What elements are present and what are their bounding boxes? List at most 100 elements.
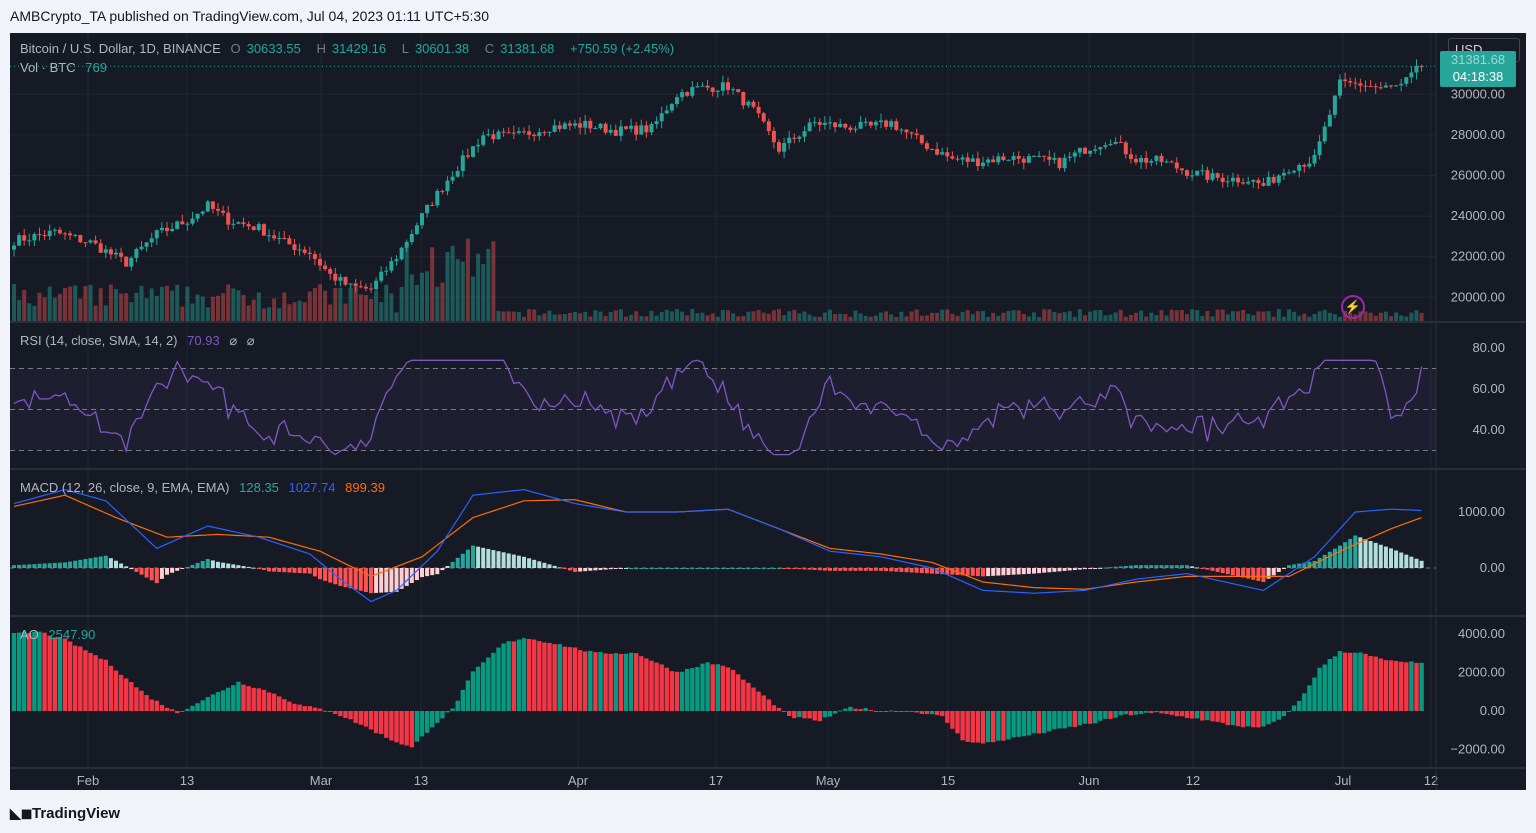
ao-bar [526, 638, 532, 711]
candle-body [27, 240, 32, 242]
macd-histogram-bar [27, 564, 32, 568]
chart-canvas[interactable]: Feb 13 Mar 13 Apr 17 May 15 Jun 12 Jul 12 30000.00 28… [10, 33, 1526, 790]
macd-histogram-bar [1210, 568, 1215, 571]
ao-bar [832, 711, 838, 714]
tradingview-logo-icon: ◣◼ [10, 805, 33, 821]
ao-bar [1047, 711, 1052, 732]
candle-body [435, 190, 440, 206]
symbol-label[interactable]: Bitcoin / U.S. Dollar, 1D, BINANCE [20, 41, 221, 56]
volume-bar [557, 314, 562, 321]
ao-bar [1368, 655, 1373, 711]
ao-label[interactable]: AO [20, 627, 39, 642]
macd-histogram-bar [1378, 544, 1383, 568]
macd-histogram-bar [1261, 568, 1266, 582]
candle-body [756, 106, 761, 114]
candle-body [1083, 147, 1087, 154]
macd-histogram-bar [1134, 565, 1138, 568]
candle-body [741, 91, 746, 106]
macd-histogram-bar [1083, 568, 1087, 570]
volume-value: 769 [85, 60, 107, 75]
candle-body [363, 286, 368, 289]
ao-bar [1113, 711, 1118, 718]
volume-bar [593, 310, 598, 321]
ao-bar [899, 711, 904, 713]
ohlc-close: C 31381.68 [484, 41, 555, 56]
volume-bar [12, 284, 16, 321]
macd-histogram-bar [838, 568, 843, 571]
candle-body [1343, 79, 1348, 82]
macd-histogram-bar [481, 547, 486, 568]
candle-body [88, 240, 93, 243]
macd-histogram-bar [149, 568, 154, 581]
macd-histogram-bar [1327, 551, 1332, 568]
volume-bar [1220, 309, 1225, 321]
macd-histogram-bar [1343, 542, 1348, 568]
macd-legend: MACD (12, 26, close, 9, EMA, EMA) 128.35… [20, 480, 391, 495]
volume-bar [690, 309, 695, 321]
candle-body [57, 229, 62, 234]
macd-histogram-bar [1047, 568, 1052, 573]
lightning-icon[interactable]: ⚡ [1341, 295, 1365, 319]
candle-body [573, 123, 577, 126]
macd-histogram-bar [272, 568, 277, 572]
ohlc-high: H 31429.16 [316, 41, 387, 56]
candle-body [817, 122, 822, 125]
macd-histogram-bar [557, 567, 562, 569]
macd-histogram-bar [802, 568, 807, 570]
macd-histogram-bar [618, 568, 623, 569]
macd-histogram-bar [358, 568, 363, 591]
ao-bar [1414, 662, 1419, 711]
volume-label[interactable]: Vol · BTC [20, 60, 76, 75]
ao-bar [261, 689, 267, 711]
ao-bar [1031, 711, 1037, 734]
macd-histogram-bar [1088, 568, 1093, 569]
x-tick-label: Jul [1335, 773, 1352, 788]
volume-bar [1037, 316, 1042, 321]
volume-bar [1108, 314, 1113, 321]
candle-body [1026, 156, 1031, 163]
volume-bar [894, 316, 899, 321]
candle-body [899, 129, 904, 131]
ao-bar [802, 711, 807, 719]
candle-body [465, 155, 470, 157]
macd-histogram-bar [807, 568, 812, 570]
x-tick-label: Mar [310, 773, 333, 788]
volume-bar [924, 315, 929, 321]
macd-histogram-bar [1404, 554, 1409, 568]
volume-bar [919, 315, 924, 321]
volume-bar [975, 311, 980, 321]
candle-body [1093, 149, 1098, 151]
ao-bar [169, 709, 175, 711]
ao-bar [414, 711, 420, 742]
candle-body [1373, 86, 1378, 88]
candle-body [328, 269, 333, 274]
macd-histogram-bar [1205, 568, 1210, 570]
volume-bar [1241, 309, 1246, 321]
volume-bar [1236, 311, 1240, 321]
macd-histogram-bar [216, 561, 220, 568]
macd-histogram-bar [608, 568, 613, 570]
ao-bar [506, 641, 511, 711]
candle-body [476, 144, 481, 147]
candle-body [297, 249, 302, 251]
candle-body [32, 234, 37, 241]
macd-histogram-bar [1032, 568, 1036, 574]
tradingview-brand[interactable]: ◣◼TradingView [10, 805, 120, 822]
volume-bar [807, 314, 812, 321]
macd-histogram-bar [1001, 568, 1006, 576]
volume-bar [409, 274, 414, 321]
candle-body [216, 208, 220, 211]
rsi-label[interactable]: RSI (14, close, SMA, 14, 2) [20, 333, 178, 348]
macd-histogram-bar [981, 568, 985, 577]
macd-histogram-bar [720, 568, 725, 569]
volume-bar [1389, 316, 1393, 321]
chart-area[interactable]: Feb 13 Mar 13 Apr 17 May 15 Jun 12 Jul 12 30000.00 28… [10, 33, 1526, 790]
candle-body [695, 86, 700, 88]
candle-body [1276, 175, 1281, 183]
volume-bar [1169, 309, 1174, 321]
candle-body [93, 240, 98, 244]
macd-label[interactable]: MACD (12, 26, close, 9, EMA, EMA) [20, 480, 230, 495]
macd-histogram-bar [1169, 565, 1174, 568]
volume-bar [318, 284, 322, 321]
macd-histogram-bar [333, 568, 338, 585]
